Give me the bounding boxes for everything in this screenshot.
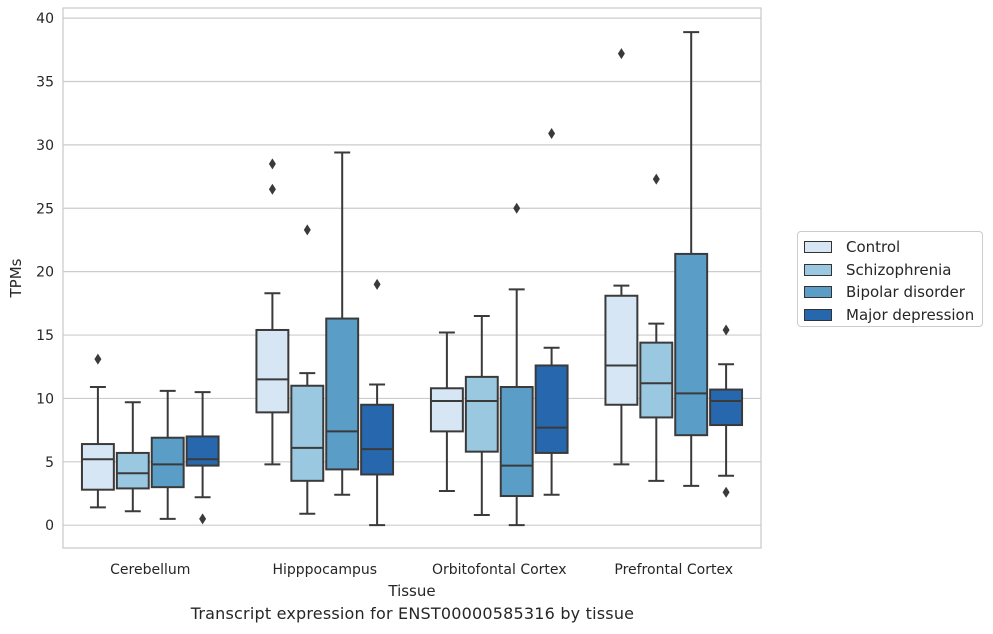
box (185, 391, 220, 525)
legend-label: Bipolar disorder (846, 283, 965, 302)
box-body (709, 388, 744, 427)
y-tick-label: 35 (36, 75, 54, 91)
x-tick-label: Hipppocampus (272, 562, 377, 578)
box-body (115, 451, 150, 490)
box (464, 315, 499, 517)
outlier-point (268, 158, 276, 170)
box-body (429, 387, 464, 433)
box-body (674, 252, 709, 437)
y-tick-label: 10 (36, 391, 54, 407)
y-tick-label: 5 (45, 455, 54, 471)
outlier-point (548, 127, 556, 139)
x-tick-label: Orbitofontal Cortex (432, 562, 567, 578)
y-axis-ticks: 0 5 10 15 20 25 30 35 40 (36, 11, 54, 534)
box (115, 401, 150, 513)
y-tick-label: 30 (36, 138, 54, 154)
legend-swatch (804, 263, 832, 276)
x-axis-ticks: Cerebellum Hipppocampus Orbitofontal Corte… (110, 562, 733, 578)
box (150, 389, 185, 520)
legend-swatch (804, 286, 832, 299)
legend-item: Major depression (804, 304, 982, 327)
legend-swatch (804, 241, 832, 254)
outlier-point (94, 353, 102, 365)
box-body (255, 328, 290, 414)
box (674, 31, 709, 487)
y-tick-label: 25 (36, 201, 54, 217)
y-tick-label: 40 (36, 11, 54, 27)
box-body (639, 341, 674, 419)
box (255, 158, 290, 466)
outlier-point (373, 278, 381, 290)
legend: Control Schizophrenia Bipolar disorder Majo… (797, 231, 983, 327)
x-tick-label: Cerebellum (110, 562, 190, 578)
outlier-point (513, 202, 521, 214)
box (709, 324, 744, 498)
x-tick-label: Prefrontal Cortex (614, 562, 733, 578)
outlier-point (722, 324, 730, 336)
box-body (499, 386, 534, 498)
boxes (80, 31, 744, 527)
box-body (185, 435, 220, 467)
chart-caption: Transcript expression for ENST0000058531… (190, 604, 635, 623)
outlier-point (652, 173, 660, 185)
legend-swatch (804, 308, 832, 321)
legend-item: Control (804, 236, 982, 259)
boxplot-chart: 0 5 10 15 20 25 30 35 40 Cerebellum Hipppocampus O… (7, 7, 762, 600)
box (534, 127, 569, 496)
box-body (604, 294, 639, 406)
box-body (80, 443, 115, 491)
box (429, 331, 464, 492)
box (290, 224, 325, 515)
box (499, 202, 534, 527)
outlier-point (199, 513, 207, 525)
box-body (534, 364, 569, 454)
box-body (290, 384, 325, 482)
legend-item: Schizophrenia (804, 259, 982, 282)
legend-label: Control (846, 238, 901, 257)
legend-label: Major depression (846, 305, 975, 324)
legend-item: Bipolar disorder (804, 281, 982, 304)
box (360, 278, 395, 527)
legend-label: Schizophrenia (846, 260, 952, 279)
y-tick-label: 0 (45, 518, 54, 534)
outlier-point (268, 183, 276, 195)
y-tick-label: 15 (36, 328, 54, 344)
outlier-point (722, 486, 730, 498)
y-axis-label: TPMs (7, 258, 25, 298)
box-body (464, 375, 499, 453)
x-axis-label: Tissue (387, 582, 435, 600)
box-body (325, 317, 360, 471)
box (325, 151, 360, 496)
box (639, 173, 674, 482)
outlier-point (303, 224, 311, 236)
box-body (150, 436, 185, 489)
y-tick-label: 20 (36, 265, 54, 281)
box (604, 48, 639, 466)
box-body (360, 403, 395, 476)
outlier-point (617, 48, 625, 60)
box (80, 353, 115, 509)
